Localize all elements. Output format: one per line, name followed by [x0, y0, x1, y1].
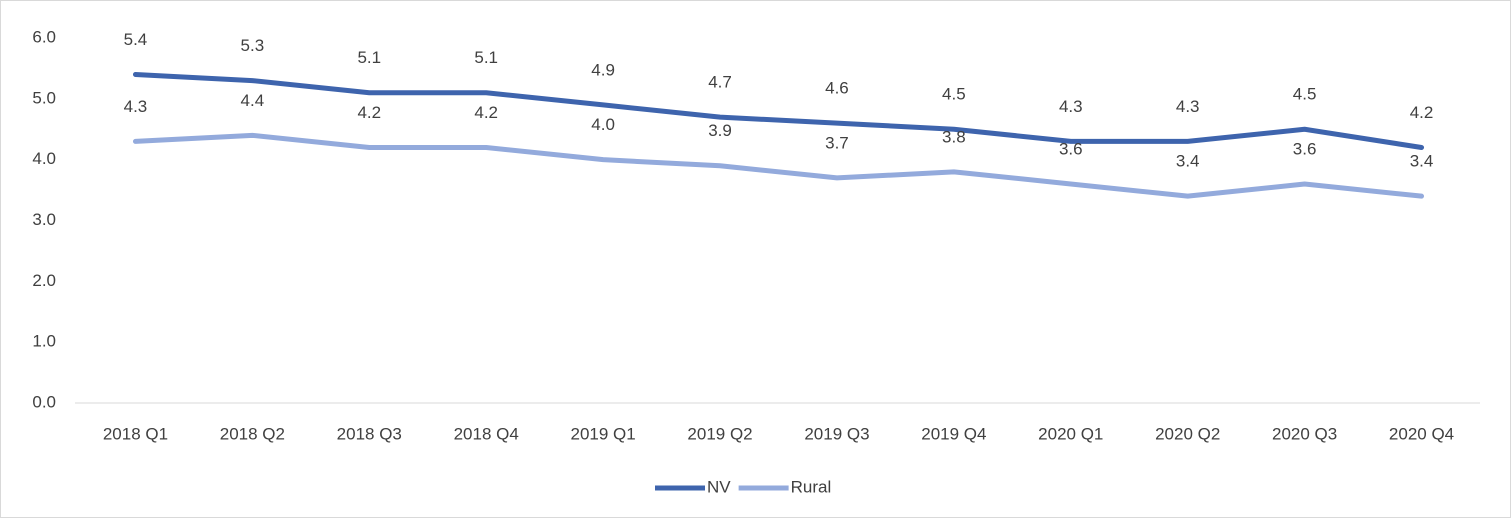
data-label: 4.7 [708, 73, 732, 92]
x-tick-label: 2018 Q2 [220, 424, 285, 443]
data-label: 5.4 [124, 30, 148, 49]
data-label: 3.4 [1176, 152, 1200, 171]
data-label: 4.2 [1410, 103, 1434, 122]
data-label: 4.2 [357, 103, 381, 122]
data-label: 4.5 [1293, 85, 1317, 104]
x-tick-label: 2020 Q1 [1038, 424, 1103, 443]
y-tick-label: 2.0 [32, 271, 56, 290]
data-label: 4.6 [825, 79, 849, 98]
y-tick-label: 3.0 [32, 210, 56, 229]
x-tick-label: 2019 Q1 [571, 424, 636, 443]
data-label: 4.2 [474, 103, 498, 122]
x-tick-label: 2019 Q3 [804, 424, 869, 443]
data-label: 3.6 [1059, 139, 1083, 158]
x-tick-label: 2018 Q3 [337, 424, 402, 443]
y-tick-label: 5.0 [32, 88, 56, 107]
x-tick-label: 2020 Q4 [1389, 424, 1454, 443]
x-tick-label: 2019 Q2 [687, 424, 752, 443]
data-label: 4.4 [241, 91, 265, 110]
data-label: 3.4 [1410, 152, 1434, 171]
data-label: 4.5 [942, 85, 966, 104]
series-line [132, 132, 1425, 199]
legend-label: NV [707, 477, 731, 496]
data-label: 3.8 [942, 127, 966, 146]
data-label: 3.9 [708, 121, 732, 140]
data-label: 3.6 [1293, 139, 1317, 158]
data-label: 3.7 [825, 133, 849, 152]
x-tick-label: 2018 Q4 [454, 424, 519, 443]
x-tick-label: 2018 Q1 [103, 424, 168, 443]
data-label: 4.3 [1059, 97, 1083, 116]
data-label: 4.3 [1176, 97, 1200, 116]
data-label: 5.3 [241, 36, 265, 55]
legend-label: Rural [791, 477, 832, 496]
data-label: 4.3 [124, 97, 148, 116]
data-label: 4.0 [591, 115, 615, 134]
y-tick-label: 1.0 [32, 332, 56, 351]
x-tick-label: 2020 Q3 [1272, 424, 1337, 443]
series-line [132, 72, 1425, 150]
y-tick-label: 0.0 [32, 392, 56, 411]
data-label: 4.9 [591, 60, 615, 79]
x-tick-label: 2019 Q4 [921, 424, 986, 443]
data-label: 5.1 [474, 48, 498, 67]
y-tick-label: 6.0 [32, 27, 56, 46]
data-label: 5.1 [357, 48, 381, 67]
y-tick-label: 4.0 [32, 149, 56, 168]
x-tick-label: 2020 Q2 [1155, 424, 1220, 443]
